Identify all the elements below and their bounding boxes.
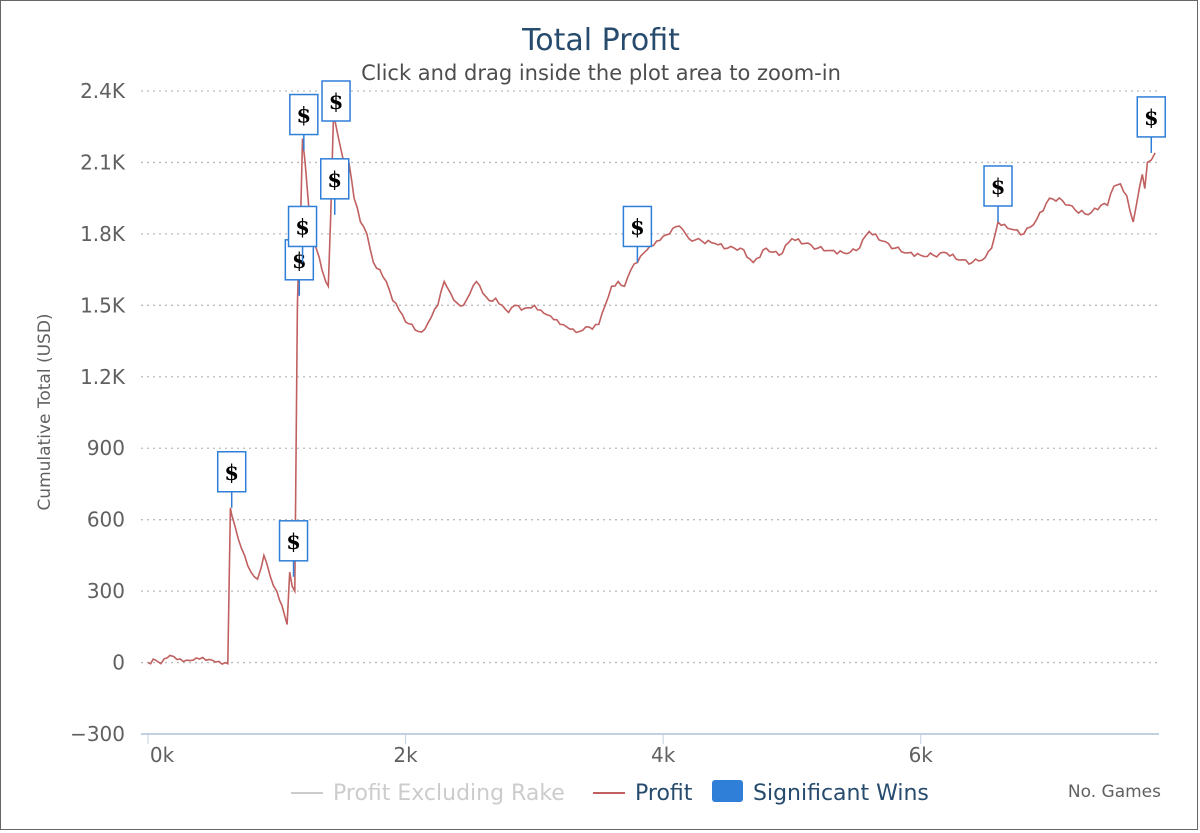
flag-box bbox=[1136, 96, 1167, 138]
y-tick-label: −300 bbox=[70, 722, 125, 746]
x-axis-ticks: 0k 2k 4k 6k bbox=[147, 734, 934, 767]
flag-dollar-label: $ bbox=[224, 460, 239, 485]
legend-label-profit[interactable]: Profit bbox=[635, 781, 693, 806]
significant-win-flag[interactable]: $ bbox=[319, 158, 350, 215]
x-tick-label: 2k bbox=[393, 743, 418, 767]
legend-swatch-wins-icon bbox=[712, 780, 743, 802]
y-tick-label: 0 bbox=[112, 651, 125, 675]
y-tick-label: 300 bbox=[87, 579, 125, 603]
legend-label-significant-wins[interactable]: Significant Wins bbox=[753, 781, 929, 806]
x-tick-label: 4k bbox=[651, 743, 676, 767]
y-tick-label: 900 bbox=[87, 436, 125, 460]
y-tick-label: 1.8K bbox=[80, 222, 126, 246]
legend-item-profit-excluding-rake[interactable]: Profit Excluding Rake bbox=[291, 781, 565, 806]
y-tick-label: 1.5K bbox=[80, 293, 126, 317]
flag-dollar-label: $ bbox=[286, 529, 301, 554]
flag-dollar-label: $ bbox=[295, 214, 310, 239]
y-tick-label: 600 bbox=[87, 508, 125, 532]
legend: Profit Excluding Rake Profit Significant… bbox=[291, 780, 929, 806]
flag-box bbox=[278, 520, 309, 562]
flag-box bbox=[216, 451, 247, 493]
flag-box bbox=[319, 158, 350, 200]
flag-layer: $ $ $ $ $ $ $ $ $ $ bbox=[216, 80, 1167, 577]
flag-box bbox=[622, 205, 653, 248]
y-tick-label: 2.4K bbox=[80, 79, 126, 103]
flag-dollar-label: $ bbox=[991, 174, 1006, 199]
significant-win-flag[interactable]: $ bbox=[983, 165, 1013, 222]
significant-win-flag[interactable]: $ bbox=[278, 520, 309, 577]
y-tick-label: 1.2K bbox=[80, 365, 126, 389]
legend-item-significant-wins[interactable]: Significant Wins bbox=[712, 780, 929, 806]
y-axis-label: Cumulative Total (USD) bbox=[35, 313, 55, 510]
x-tick-label: 6k bbox=[909, 743, 934, 767]
flag-box bbox=[321, 80, 351, 122]
significant-win-flag[interactable]: $ bbox=[289, 93, 319, 151]
legend-item-profit[interactable]: Profit bbox=[593, 781, 693, 806]
legend-label-excluding-rake[interactable]: Profit Excluding Rake bbox=[333, 781, 565, 806]
significant-win-flag[interactable]: $ bbox=[1136, 96, 1167, 153]
chart-title: Total Profit bbox=[521, 23, 680, 58]
y-axis-ticks: −300 0 300 600 900 1.2K 1.5K 1.8K 2.1K 2.4K bbox=[70, 79, 126, 746]
chart-subtitle: Click and drag inside the plot area to z… bbox=[361, 61, 841, 85]
significant-win-flag[interactable]: $ bbox=[287, 205, 318, 263]
flag-box bbox=[983, 165, 1013, 207]
significant-win-flag[interactable]: $ bbox=[216, 451, 247, 508]
flag-dollar-label: $ bbox=[630, 214, 645, 239]
flag-dollar-label: $ bbox=[297, 103, 312, 128]
flag-dollar-label: $ bbox=[292, 248, 307, 273]
y-tick-label: 2.1K bbox=[80, 150, 126, 174]
flag-dollar-label: $ bbox=[329, 89, 344, 114]
flag-dollar-label: $ bbox=[1144, 105, 1159, 130]
flag-box bbox=[289, 93, 319, 136]
flag-box bbox=[287, 205, 318, 248]
significant-win-flag[interactable]: $ bbox=[321, 80, 351, 122]
flag-dollar-label: $ bbox=[327, 167, 342, 192]
x-axis-label: No. Games bbox=[1068, 782, 1161, 802]
significant-win-flag[interactable]: $ bbox=[622, 205, 653, 263]
x-tick-label: 0k bbox=[150, 743, 175, 767]
